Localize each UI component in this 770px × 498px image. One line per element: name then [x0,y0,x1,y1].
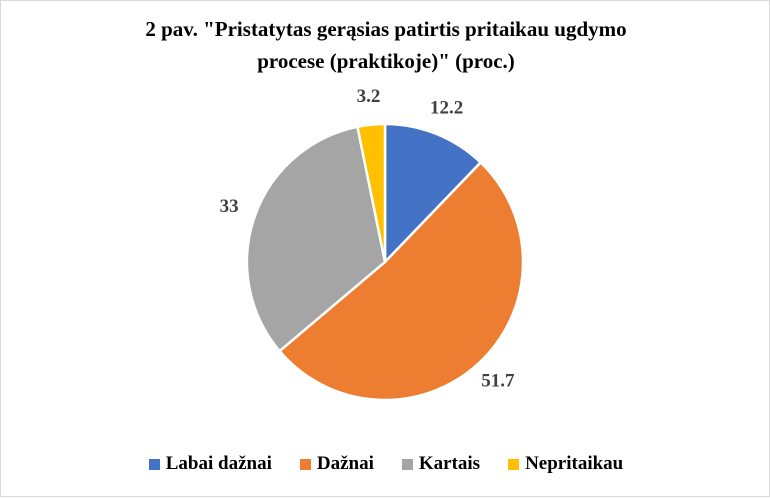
chart-legend: Labai dažnai Dažnai Kartais Nepritaikau [1,453,770,475]
legend-item-2: Dažnai [299,453,374,475]
pie-slice-2 [278,161,525,402]
legend-item-3: Kartais [401,453,481,475]
legend-item-4: Nepritaikau [508,453,623,475]
legend-label-2: Dažnai [316,453,374,474]
legend-swatch-2 [299,458,311,470]
legend-swatch-1 [148,458,160,470]
legend-label-1: Labai dažnai [165,453,272,474]
data-label-3: 33 [220,196,239,217]
legend-item-1: Labai dažnai [148,453,272,475]
pie-slice-4 [356,122,387,264]
data-label-1: 12.2 [430,97,463,118]
legend-swatch-4 [508,458,520,470]
pie-slice-3 [245,125,387,353]
chart-title-line-2: procese (praktikoje)" (proc.) [257,49,515,73]
legend-swatch-3 [401,458,413,470]
data-label-2: 51.7 [481,371,515,392]
chart-title-line-1: 2 pav. "Pristatytas gerąsias patirtis pr… [145,17,627,41]
chart-title: 2 pav. "Pristatytas gerąsias patirtis pr… [41,13,731,77]
legend-label-4: Nepritaikau [525,453,624,474]
legend-label-3: Kartais [418,453,481,474]
data-label-4: 3.2 [357,86,381,107]
pie-slice-1 [383,122,482,264]
